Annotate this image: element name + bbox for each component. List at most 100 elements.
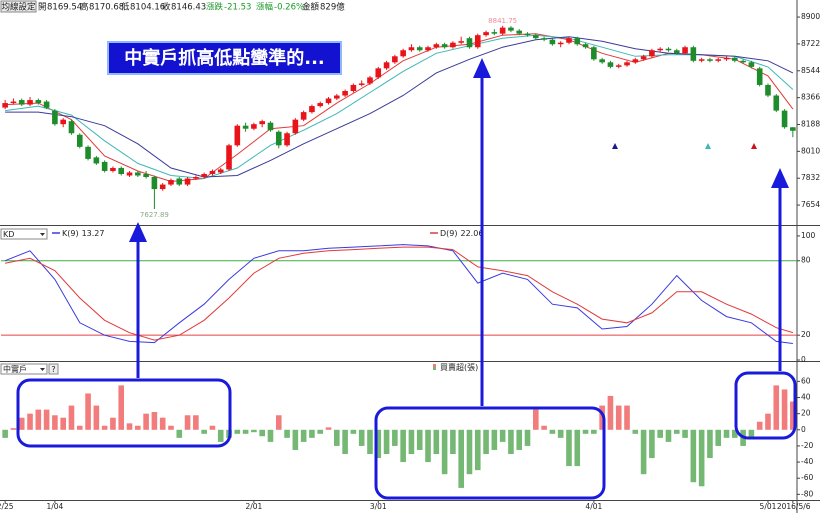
kd-dropdown-label[interactable]: KD — [3, 230, 14, 239]
candle-body — [524, 33, 531, 36]
candle-body — [591, 47, 597, 60]
candle-body — [574, 38, 581, 45]
candle-body — [533, 35, 539, 39]
plot-area: 8900 8722 8544 8366 8188 8010 7832 7654 100 80 20 0… — [0, 12, 820, 511]
arrow-head — [129, 222, 147, 242]
candle-body — [773, 95, 780, 111]
bar — [508, 429, 514, 454]
candle-body — [184, 178, 191, 185]
candle-body — [226, 145, 232, 170]
legend-name: D(9) — [440, 229, 458, 238]
bar — [682, 429, 688, 438]
investor-dropdown[interactable] — [0, 363, 48, 375]
bar — [110, 417, 116, 430]
highlight-box — [16, 378, 232, 448]
legend-value: 13.27 — [82, 229, 105, 238]
legend-name: 買賣超(張) — [440, 362, 478, 372]
bar — [416, 429, 423, 450]
y-tick-label: 100 — [801, 231, 816, 240]
candle-body — [68, 121, 75, 134]
candle-body — [52, 110, 58, 125]
bar — [483, 429, 489, 454]
bar — [201, 429, 207, 434]
bar — [284, 429, 290, 438]
investor-dropdown-label[interactable]: 中實戶 — [3, 364, 27, 374]
candle-body — [715, 59, 722, 61]
bar — [217, 429, 224, 442]
bar — [425, 429, 431, 463]
bar — [715, 429, 722, 446]
bar — [300, 429, 307, 442]
amount-label: 金額 — [302, 2, 320, 13]
candle-body — [159, 184, 166, 190]
x-tick-label: 2/25 — [0, 502, 14, 511]
highlight-box — [734, 371, 797, 440]
candle-body — [441, 44, 448, 48]
bar — [325, 427, 332, 430]
bar — [790, 401, 796, 430]
bar — [358, 429, 365, 446]
candle-body — [358, 83, 365, 85]
bar — [159, 417, 166, 430]
bar — [491, 429, 498, 450]
bar — [317, 429, 324, 434]
bar — [624, 405, 630, 430]
bar — [640, 429, 647, 475]
candle-body — [649, 50, 655, 57]
header: 均線設定 開 8169.54 高 8170.68 低 8104.16 收 814… — [0, 0, 345, 13]
candle-body — [284, 133, 290, 146]
bar — [599, 405, 605, 430]
help-button[interactable] — [48, 363, 59, 375]
candle-body — [541, 38, 547, 40]
bar — [541, 425, 547, 430]
x-tick-label: 5/01 — [760, 502, 777, 511]
signal-marker — [705, 143, 711, 149]
bar — [35, 409, 42, 430]
candle-body — [217, 169, 224, 173]
candle-body — [690, 47, 697, 61]
candle-body — [143, 173, 149, 178]
bar — [2, 429, 8, 438]
candle-body — [367, 77, 373, 84]
bar — [392, 429, 398, 446]
bar — [27, 413, 33, 430]
y-tick-label: -60 — [801, 473, 813, 482]
bar — [18, 417, 25, 430]
x-tick-label: 3/01 — [370, 502, 387, 511]
candle-body — [640, 56, 647, 60]
candle-body — [234, 125, 241, 146]
candle-body — [723, 57, 730, 60]
bar — [408, 429, 415, 454]
bar — [649, 429, 655, 459]
y-tick-label: 8722 — [801, 39, 820, 48]
bar — [707, 429, 713, 459]
kd-dropdown[interactable] — [0, 228, 48, 240]
bar — [85, 393, 91, 430]
candle-body — [118, 167, 125, 174]
candle-body — [242, 125, 249, 129]
x-tick-label: 2016/5/6 — [777, 502, 811, 511]
candle-body — [790, 127, 796, 131]
candle-body — [516, 30, 523, 34]
candle-body — [416, 47, 423, 51]
candle-body — [508, 27, 514, 31]
candle-body — [781, 110, 788, 128]
legend-name: K(9) — [62, 229, 79, 238]
candle-body — [599, 59, 605, 63]
bar — [52, 415, 58, 430]
y-tick-label: 8366 — [801, 93, 820, 102]
ma-settings-label[interactable]: 均線設定 — [1, 2, 36, 13]
ma-settings-button[interactable] — [0, 0, 37, 13]
candle-body — [632, 59, 639, 63]
candle-body — [259, 121, 265, 125]
bar — [43, 409, 50, 430]
candle-body — [275, 131, 282, 146]
bar — [184, 415, 191, 430]
candle-body — [334, 95, 340, 99]
candle-body — [491, 32, 498, 34]
help-label[interactable]: ? — [51, 365, 55, 374]
bar — [367, 429, 373, 454]
line-series — [5, 34, 794, 180]
signal-marker — [751, 143, 757, 149]
candle-body — [27, 100, 33, 105]
